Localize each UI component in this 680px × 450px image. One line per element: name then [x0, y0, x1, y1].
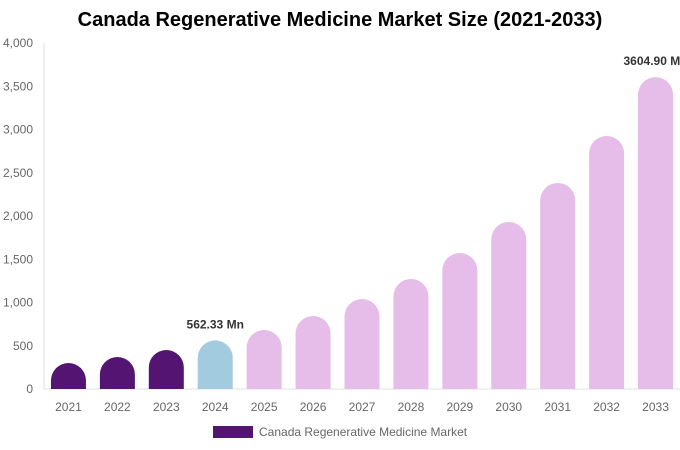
x-tick-label: 2031	[544, 400, 571, 414]
x-tick-label: 2033	[642, 400, 669, 414]
y-tick-label: 0	[26, 382, 33, 396]
bar-2031	[540, 182, 576, 389]
x-tick-label: 2021	[55, 400, 82, 414]
bar-2025	[246, 330, 282, 389]
x-tick-label: 2028	[398, 400, 425, 414]
bar-2022	[99, 356, 135, 389]
x-tick-label: 2029	[446, 400, 473, 414]
y-tick-label: 4,000	[3, 36, 33, 50]
x-tick-label: 2026	[300, 400, 327, 414]
y-tick-label: 2,500	[3, 166, 33, 180]
y-tick-label: 500	[13, 339, 33, 353]
x-tick-label: 2023	[153, 400, 180, 414]
data-label: 3604.90 Mn	[624, 54, 680, 68]
legend-label: Canada Regenerative Medicine Market	[259, 425, 468, 439]
x-tick-label: 2022	[104, 400, 131, 414]
y-tick-label: 3,000	[3, 123, 33, 137]
x-tick-label: 2027	[349, 400, 376, 414]
bar-2026	[295, 315, 331, 389]
bar-2023	[148, 349, 184, 389]
bar-2029	[442, 253, 478, 389]
y-tick-label: 3,500	[3, 79, 33, 93]
bar-2033	[638, 77, 674, 389]
y-tick-label: 1,000	[3, 296, 33, 310]
x-tick-label: 2030	[495, 400, 522, 414]
x-tick-label: 2025	[251, 400, 278, 414]
y-tick-label: 1,500	[3, 252, 33, 266]
y-tick-label: 2,000	[3, 209, 33, 223]
bar-2027	[344, 299, 380, 389]
bar-2032	[589, 135, 625, 389]
data-label: 562.33 Mn	[187, 317, 244, 331]
chart-title: Canada Regenerative Medicine Market Size…	[77, 9, 603, 31]
bar-2024	[197, 340, 233, 389]
bar-2028	[393, 278, 429, 389]
bar-2030	[491, 221, 527, 389]
bar-2021	[50, 363, 86, 389]
legend: Canada Regenerative Medicine Market	[213, 425, 467, 439]
legend-swatch	[213, 426, 253, 438]
x-tick-label: 2024	[202, 400, 229, 414]
x-tick-label: 2032	[593, 400, 620, 414]
